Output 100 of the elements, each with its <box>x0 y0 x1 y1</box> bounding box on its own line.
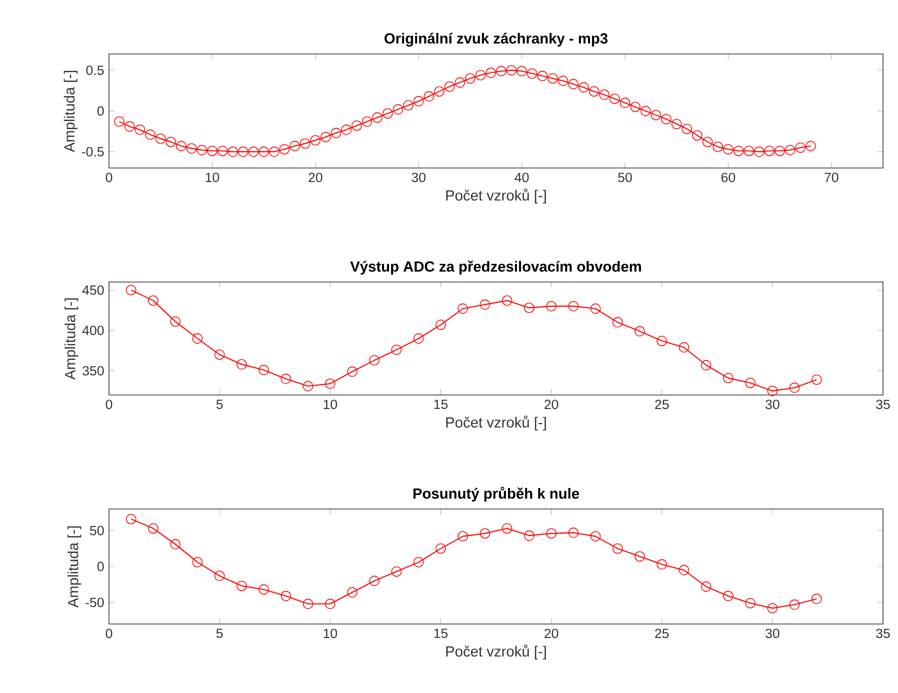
point <box>480 299 490 310</box>
x-tick-label: 25 <box>655 628 669 638</box>
y-tick-label: -0.5 <box>82 146 104 156</box>
x-tick-label: 10 <box>324 628 338 638</box>
point <box>678 342 690 353</box>
point <box>568 301 579 312</box>
point <box>170 539 181 550</box>
point <box>458 531 468 542</box>
point <box>700 360 712 370</box>
point <box>170 316 181 327</box>
x-tick-label: 40 <box>514 172 529 182</box>
chart-title: Posunutý průběh k nule <box>413 486 580 502</box>
point <box>767 386 778 396</box>
point <box>148 523 158 534</box>
point <box>214 570 225 582</box>
y-tick-label: 0 <box>97 562 104 572</box>
point <box>524 530 534 541</box>
point <box>767 602 778 614</box>
x-tick-label: 5 <box>216 400 223 410</box>
x-tick-label: 10 <box>324 400 338 410</box>
point <box>678 564 690 576</box>
point <box>258 364 270 376</box>
y-tick-label: 0 <box>97 106 104 116</box>
point <box>502 523 512 534</box>
point <box>656 559 668 570</box>
point <box>811 374 822 385</box>
x-tick-label: 60 <box>721 172 736 182</box>
x-tick-label: 0 <box>106 172 112 182</box>
y-tick-label: 0.5 <box>86 66 104 75</box>
point <box>590 303 601 314</box>
x-tick-label: 70 <box>824 172 838 182</box>
point <box>546 301 556 312</box>
point <box>347 366 358 377</box>
point <box>369 576 380 586</box>
point <box>236 580 247 592</box>
point <box>126 514 136 524</box>
x-tick-label: 30 <box>412 172 426 182</box>
x-tick-label: 0 <box>106 400 112 410</box>
point <box>789 382 800 393</box>
x-tick-label: 30 <box>766 400 780 410</box>
x-tick-label: 35 <box>876 628 890 638</box>
point <box>789 599 800 610</box>
point <box>214 349 225 360</box>
x-axis-title: Počet vzroků [-] <box>446 644 546 660</box>
x-tick-label: 50 <box>618 172 632 182</box>
point <box>302 598 314 610</box>
x-axis-title: Počet vzroků [-] <box>446 416 546 430</box>
point <box>612 543 623 554</box>
x-axis-title: Počet vzroků [-] <box>446 188 546 204</box>
point <box>347 587 358 598</box>
point <box>590 531 601 542</box>
y-tick-label: 50 <box>90 526 104 536</box>
point <box>634 326 645 336</box>
y-tick-label: 450 <box>82 285 104 295</box>
point <box>723 372 734 384</box>
x-tick-label: 35 <box>876 400 890 410</box>
x-tick-label: 10 <box>206 172 220 182</box>
point <box>634 551 645 562</box>
point <box>236 359 247 370</box>
point <box>480 528 490 539</box>
x-tick-label: 0 <box>106 628 112 638</box>
x-tick-label: 25 <box>655 400 669 410</box>
point <box>369 355 380 366</box>
point <box>302 380 314 392</box>
x-tick-label: 15 <box>434 400 448 410</box>
x-tick-label: 15 <box>434 628 448 638</box>
x-tick-label: 5 <box>216 628 223 638</box>
point <box>391 566 402 577</box>
point <box>413 333 424 344</box>
point <box>656 336 668 346</box>
point <box>436 543 446 554</box>
point <box>458 303 468 314</box>
y-axis-title: Amplituda [-] <box>68 526 82 608</box>
point <box>612 317 623 328</box>
y-axis-title: Amplituda [-] <box>64 70 78 152</box>
point <box>258 584 270 595</box>
point <box>192 556 203 568</box>
y-axis-title: Amplituda [-] <box>64 298 78 380</box>
point <box>546 528 556 539</box>
x-tick-label: 20 <box>544 400 558 410</box>
point <box>148 295 158 306</box>
point <box>502 295 512 306</box>
point <box>524 302 534 314</box>
point <box>436 320 446 330</box>
y-tick-label: -50 <box>86 598 104 608</box>
point <box>192 333 203 344</box>
chart-title: Výstup ADC za předzesilovacím obvodem <box>350 260 641 275</box>
point <box>280 590 292 602</box>
point <box>324 378 336 389</box>
point <box>324 598 336 610</box>
chart-title: Originální zvuk záchranky - mp3 <box>384 32 608 47</box>
y-tick-label: 400 <box>82 326 104 336</box>
point <box>745 378 756 388</box>
x-tick-label: 20 <box>308 172 322 182</box>
point <box>391 344 402 355</box>
y-tick-label: 350 <box>82 366 104 376</box>
point <box>745 598 756 608</box>
point <box>723 590 734 602</box>
point <box>811 594 822 604</box>
point <box>280 374 292 384</box>
